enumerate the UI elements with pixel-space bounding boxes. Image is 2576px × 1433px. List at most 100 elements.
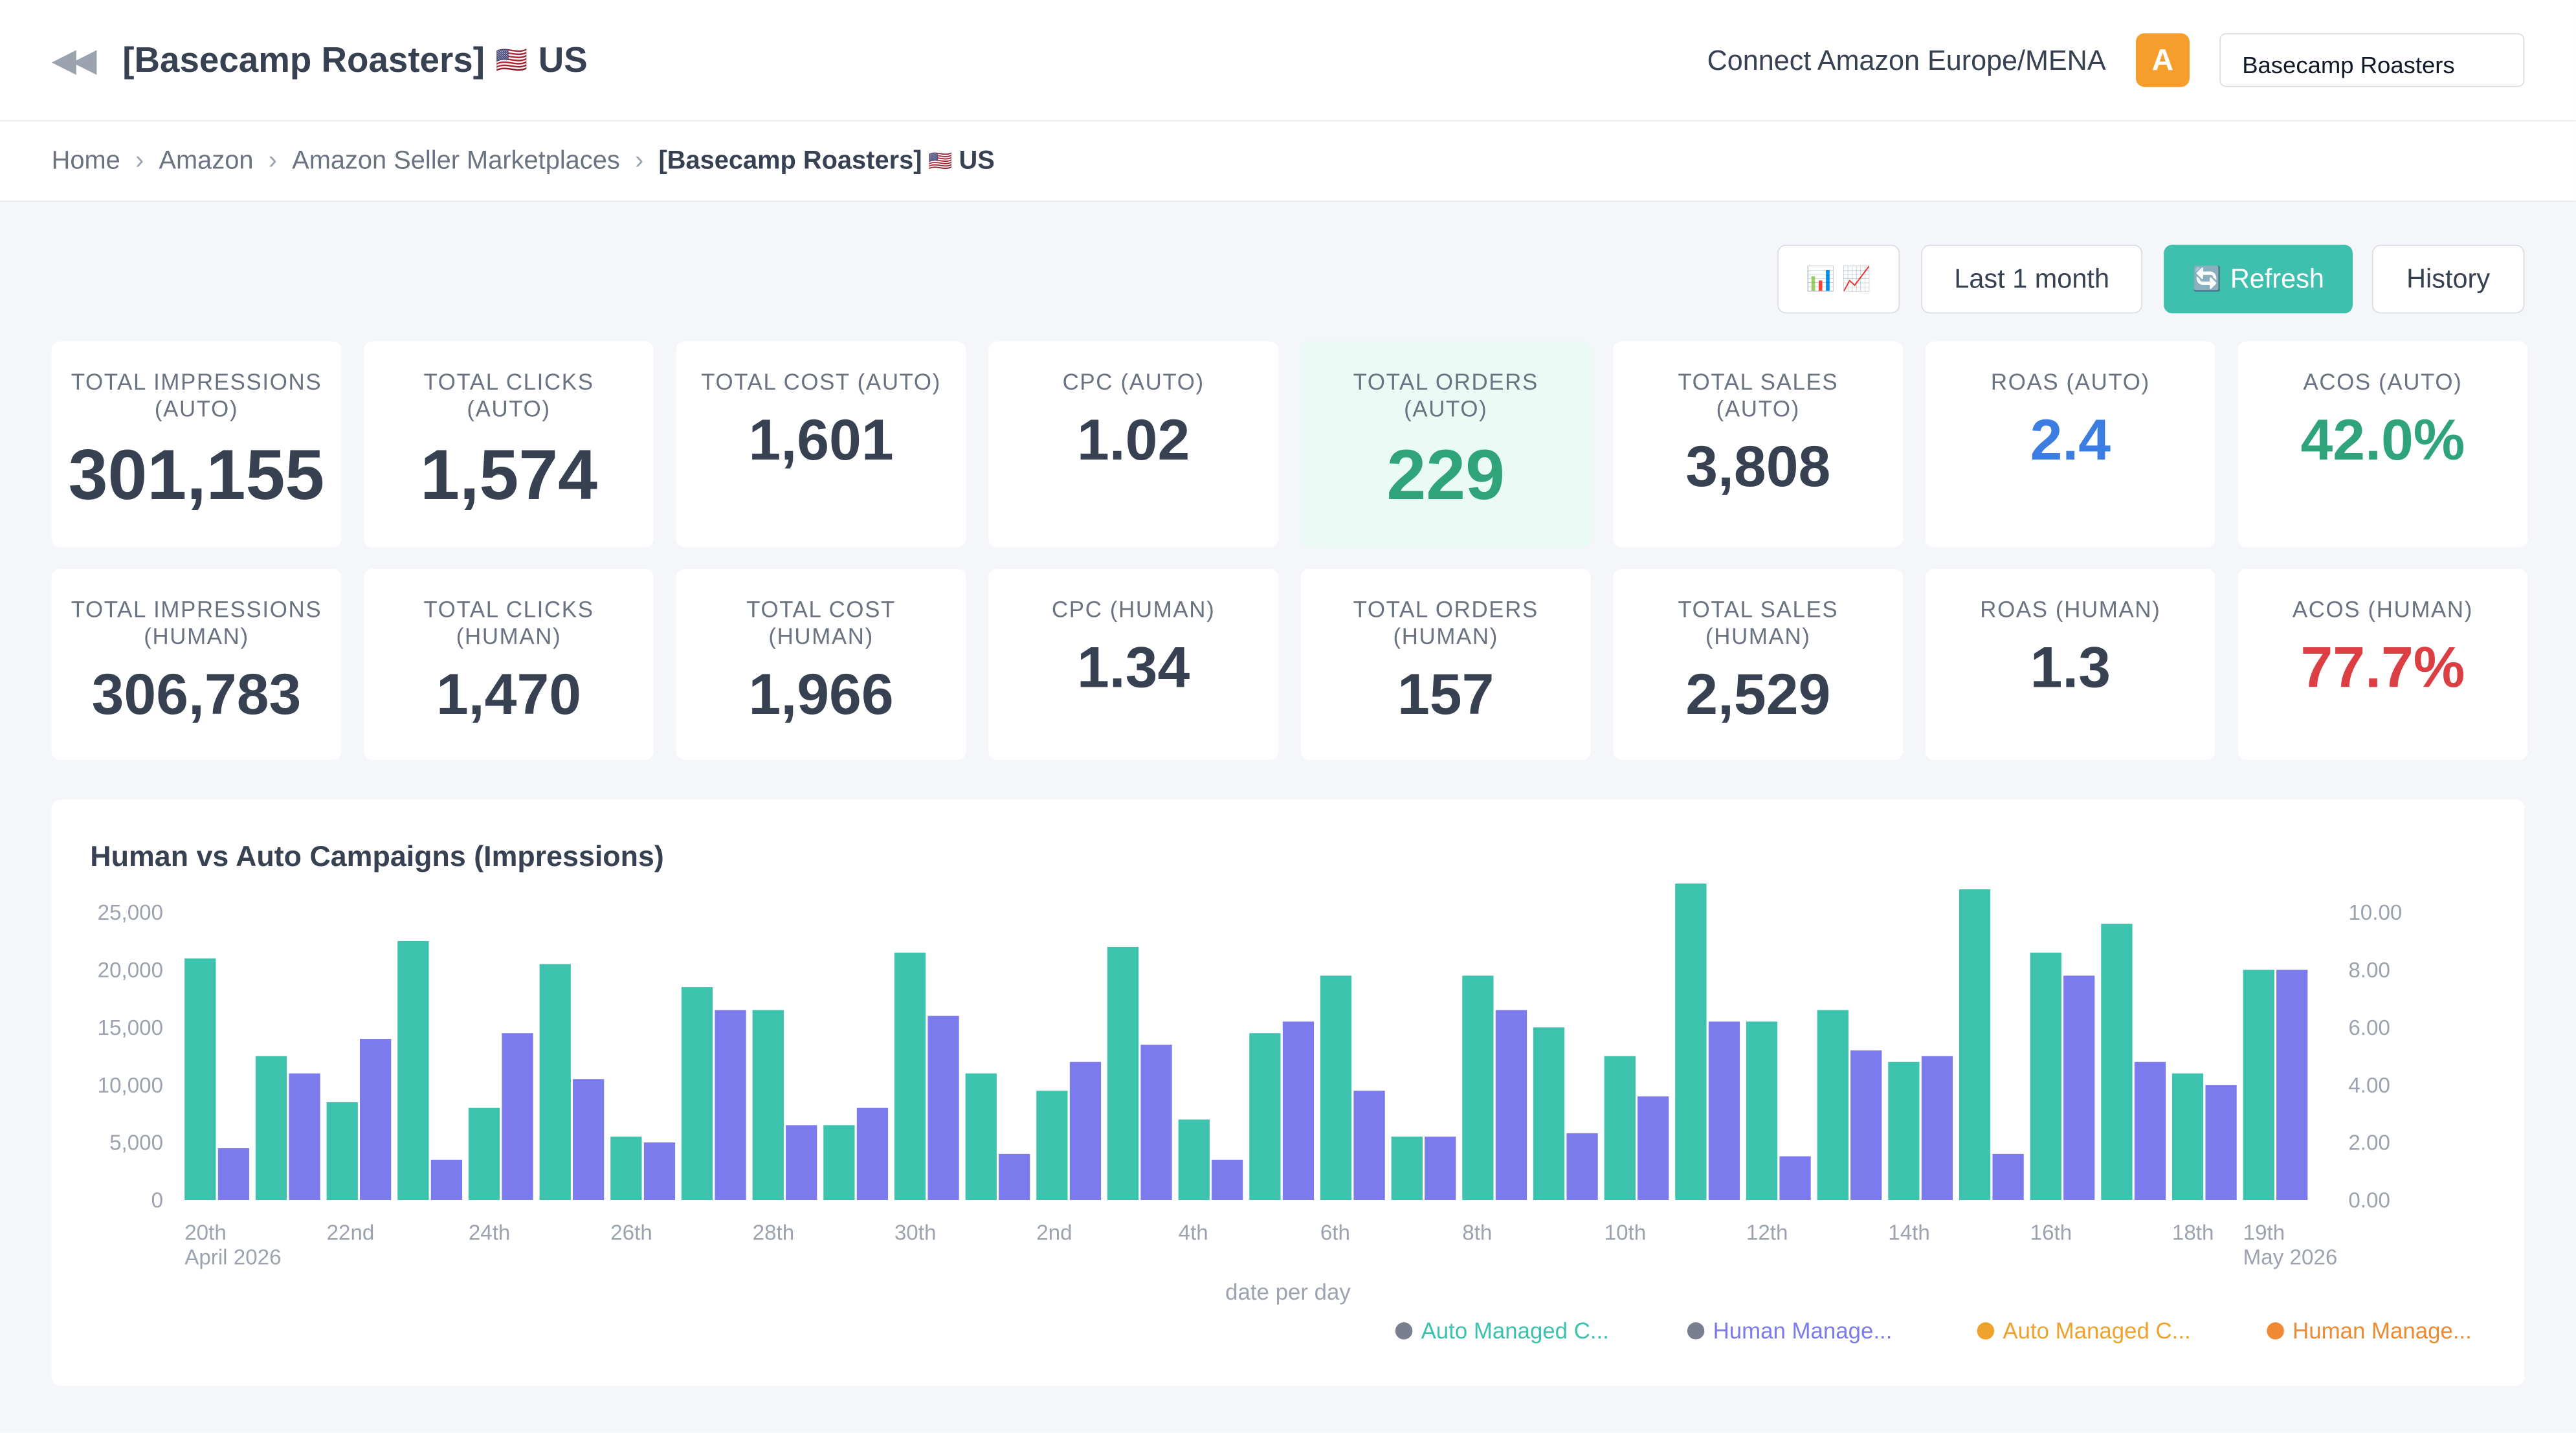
stats-grid: TOTAL IMPRESSIONS (AUTO) 301,155 TOTAL C… bbox=[0, 341, 2576, 803]
chart-bar bbox=[468, 1107, 500, 1200]
stat-value: 3,808 bbox=[1685, 434, 1831, 500]
legend-dot bbox=[1977, 1322, 1995, 1340]
stat-value: 157 bbox=[1397, 662, 1494, 727]
chart-bar bbox=[1391, 1137, 1423, 1200]
stat-value: 1,966 bbox=[748, 662, 894, 727]
chart-bar bbox=[1282, 1021, 1315, 1200]
breadcrumb-separator: › bbox=[135, 146, 144, 175]
chart-bar bbox=[894, 952, 926, 1200]
chart-bar bbox=[1817, 1010, 1849, 1200]
chart-type-toggle-button[interactable]: 📊 📈 bbox=[1777, 245, 1900, 314]
y-axis-tick-label: 15,000 bbox=[98, 1016, 163, 1040]
chart-bar bbox=[681, 987, 713, 1200]
stat-label: TOTAL COST (AUTO) bbox=[701, 370, 941, 395]
chart-bar bbox=[1178, 1119, 1210, 1200]
chart-bar bbox=[397, 940, 429, 1200]
avatar[interactable]: A bbox=[2136, 33, 2190, 87]
chart-bar bbox=[326, 1102, 358, 1200]
stat-value: 2.4 bbox=[2030, 408, 2111, 472]
chart-bar bbox=[1533, 1027, 1565, 1200]
stat-label: ACOS (AUTO) bbox=[2303, 370, 2463, 395]
stat-label: TOTAL ORDERS (AUTO) bbox=[1353, 370, 1538, 422]
chart-bar bbox=[2063, 975, 2095, 1200]
chart-bar bbox=[1462, 975, 1494, 1200]
chart-bar bbox=[610, 1137, 642, 1200]
breadcrumb-separator: › bbox=[634, 146, 644, 175]
stat-label: TOTAL SALES (HUMAN) bbox=[1678, 597, 1839, 650]
stat-value: 229 bbox=[1386, 434, 1505, 515]
date-range-button[interactable]: Last 1 month bbox=[1921, 245, 2142, 314]
stat-value: 1,470 bbox=[436, 662, 582, 727]
legend-dot bbox=[2267, 1322, 2284, 1340]
y2-axis-tick-label: 4.00 bbox=[2348, 1074, 2390, 1098]
breadcrumb: Home › Amazon › Amazon Seller Marketplac… bbox=[0, 121, 2576, 202]
chart-bar bbox=[1638, 1096, 1669, 1200]
breadcrumb-amazon[interactable]: Amazon bbox=[159, 146, 254, 175]
x-axis-tick-label: 24th bbox=[469, 1221, 511, 1245]
page-title-country: US bbox=[538, 39, 588, 80]
chart-title: Human vs Auto Campaigns (Impressions) bbox=[90, 840, 664, 873]
stat-label: TOTAL ORDERS (HUMAN) bbox=[1353, 597, 1538, 650]
chart-bar bbox=[1850, 1050, 1882, 1200]
stat-card-cpc-human: CPC (HUMAN) 1.34 bbox=[988, 568, 1279, 761]
chart-bar bbox=[1779, 1156, 1811, 1200]
stat-card-roas-auto: ROAS (AUTO) 2.4 bbox=[1925, 341, 2215, 548]
x-axis-tick-label: 6th bbox=[1320, 1221, 1350, 1245]
chart-bar bbox=[1921, 1056, 1953, 1200]
stat-card-total-cost-human: TOTAL COST (HUMAN) 1,966 bbox=[676, 568, 966, 761]
x-axis-tick-label: 14th bbox=[1888, 1221, 1930, 1245]
double-left-arrow-icon[interactable]: ◀◀ bbox=[51, 42, 97, 78]
x-axis-tick-label: 22nd bbox=[327, 1221, 375, 1245]
chart-bar bbox=[539, 964, 571, 1200]
chart-bar bbox=[999, 1153, 1030, 1200]
chart-bar bbox=[927, 1016, 959, 1200]
y-axis-tick-label: 20,000 bbox=[98, 959, 163, 983]
y2-axis-tick-label: 8.00 bbox=[2348, 959, 2390, 983]
stat-value: 1.34 bbox=[1077, 635, 1190, 700]
x-axis-tick-label: 4th bbox=[1179, 1221, 1208, 1245]
us-flag-icon: 🇺🇸 bbox=[495, 45, 528, 75]
legend-dot bbox=[1687, 1322, 1705, 1340]
stat-value: 2,529 bbox=[1685, 662, 1831, 727]
chart-bar bbox=[1249, 1033, 1281, 1200]
stat-card-total-impressions-auto: TOTAL IMPRESSIONS (AUTO) 301,155 bbox=[51, 341, 342, 548]
y-axis-tick-label: 0 bbox=[151, 1189, 163, 1213]
stat-card-total-sales-human: TOTAL SALES (HUMAN) 2,529 bbox=[1613, 568, 1904, 761]
top-bar: ◀◀ [Basecamp Roasters] 🇺🇸 US Connect Ama… bbox=[0, 0, 2576, 122]
stat-value: 1.3 bbox=[2030, 635, 2111, 700]
chart-bar bbox=[786, 1125, 817, 1200]
chart-bar bbox=[289, 1073, 320, 1200]
stat-value: 1.02 bbox=[1077, 408, 1190, 472]
breadcrumb-marketplaces[interactable]: Amazon Seller Marketplaces bbox=[292, 146, 620, 175]
chart-bar bbox=[1140, 1045, 1172, 1200]
chart-bar bbox=[1353, 1091, 1385, 1200]
chart-bar bbox=[430, 1159, 463, 1200]
chart-bar bbox=[184, 958, 216, 1200]
refresh-button[interactable]: 🔄 Refresh bbox=[2164, 245, 2353, 314]
chart-bar bbox=[255, 1056, 287, 1200]
chart-bar bbox=[1888, 1061, 1920, 1200]
chart-bar bbox=[2276, 970, 2308, 1200]
history-button[interactable]: History bbox=[2371, 245, 2525, 314]
stat-card-cpc-auto: CPC (AUTO) 1.02 bbox=[988, 341, 1279, 548]
stat-value: 42.0% bbox=[2300, 408, 2465, 472]
account-select[interactable]: Basecamp Roasters bbox=[2219, 33, 2525, 87]
chart-bar bbox=[1107, 946, 1139, 1200]
stat-card-total-orders-human: TOTAL ORDERS (HUMAN) 157 bbox=[1300, 568, 1591, 761]
y2-axis-tick-label: 10.00 bbox=[2348, 901, 2402, 925]
chart-bar bbox=[965, 1073, 997, 1200]
page-title: [Basecamp Roasters] bbox=[122, 39, 485, 80]
stat-label: CPC (AUTO) bbox=[1062, 370, 1205, 395]
chart-bar bbox=[1566, 1133, 1598, 1200]
x-axis-tick-label: 28th bbox=[753, 1221, 795, 1245]
legend-dot bbox=[1395, 1322, 1413, 1340]
breadcrumb-home[interactable]: Home bbox=[51, 146, 120, 175]
chart-bar bbox=[573, 1079, 605, 1200]
chart-bar bbox=[1708, 1021, 1740, 1200]
x-axis-tick-label: 12th bbox=[1746, 1221, 1788, 1245]
connect-amazon-link[interactable]: Connect Amazon Europe/MENA bbox=[1707, 43, 2106, 76]
y2-axis-tick-label: 0.00 bbox=[2348, 1189, 2390, 1213]
x-axis-tick-label: 20th bbox=[184, 1221, 227, 1245]
stat-card-acos-auto: ACOS (AUTO) 42.0% bbox=[2237, 341, 2528, 548]
chart-bar bbox=[2134, 1061, 2166, 1200]
